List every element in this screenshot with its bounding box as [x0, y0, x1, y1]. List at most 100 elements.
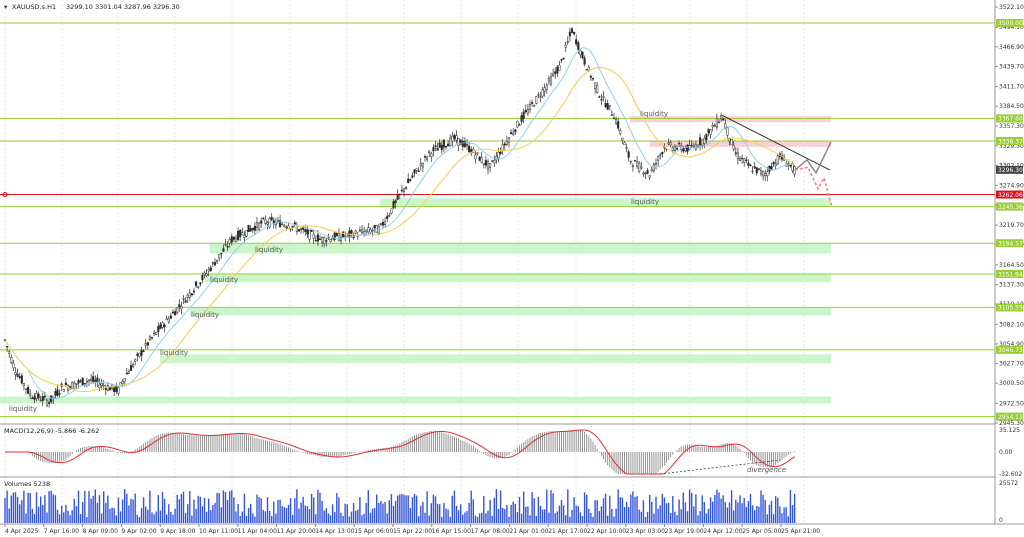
liquidity-label-5: liquidity: [9, 405, 37, 413]
candle-body: [331, 238, 334, 241]
candle-body: [715, 118, 718, 128]
volume-bar: [355, 510, 357, 523]
price-tick-label: 3384.50: [999, 103, 1024, 110]
candle-body: [33, 396, 36, 400]
volume-bar: [481, 512, 483, 523]
divergence-line: [659, 459, 781, 475]
candle-body: [459, 139, 462, 145]
volume-bar: [193, 499, 195, 523]
candle-body: [304, 229, 307, 232]
volume-bar: [630, 494, 632, 523]
candle-body: [174, 311, 177, 316]
candle-body: [167, 318, 170, 323]
candle-body: [369, 229, 372, 234]
candle-body: [205, 273, 208, 276]
volume-bar: [667, 502, 670, 523]
volume-bar: [75, 506, 78, 523]
volume-bar: [310, 493, 313, 523]
time-label: 11 Apr 20:00: [277, 528, 316, 535]
volume-bar: [399, 494, 401, 523]
volume-bar: [764, 499, 766, 523]
volume-bar: [334, 511, 336, 523]
time-label: 15 Apr 06:00: [354, 528, 393, 535]
candle-body: [409, 179, 412, 181]
volume-bar: [512, 501, 514, 523]
volume-bar: [266, 497, 269, 523]
volume-bar: [352, 503, 355, 523]
volume-bar: [14, 492, 17, 523]
level-badge: [996, 345, 1023, 354]
volume-bar: [716, 489, 718, 523]
volume-bar: [793, 493, 796, 523]
level-badge-text: 3262.06: [998, 192, 1023, 199]
candle-body: [407, 178, 410, 184]
candle-body: [203, 272, 206, 275]
volume-bar: [558, 505, 561, 523]
candle-body: [730, 139, 733, 145]
candle-body: [541, 89, 544, 97]
volume-bar: [340, 512, 342, 523]
volume-bar: [575, 505, 577, 523]
volume-bar: [138, 516, 141, 523]
volume-bar: [218, 493, 220, 523]
candle-body: [562, 57, 565, 60]
volume-bar: [577, 506, 579, 523]
candle-body: [390, 208, 393, 214]
candle-body: [75, 383, 78, 385]
candle-body: [81, 377, 84, 386]
candle-body: [657, 156, 660, 161]
candle-body: [440, 144, 443, 151]
candle-body: [631, 165, 634, 168]
candle-body: [48, 402, 51, 404]
volume-bar: [48, 491, 50, 523]
volume-bar: [430, 503, 432, 523]
volume-bar: [292, 514, 294, 523]
volume-bar: [23, 490, 25, 523]
volume-bar: [636, 496, 638, 523]
volume-bar: [331, 504, 334, 523]
volume-bar: [346, 504, 348, 523]
volume-bar: [239, 515, 241, 523]
candle-body: [774, 163, 777, 167]
volume-bar: [166, 514, 168, 523]
volume-bar: [676, 515, 678, 523]
candle-body: [610, 114, 613, 116]
price-tick-label: 3137.30: [999, 282, 1024, 289]
volume-bar: [153, 514, 155, 523]
candle-body: [465, 144, 469, 146]
candle-body: [234, 237, 238, 242]
volume-bar: [709, 497, 712, 523]
candle-body: [549, 76, 553, 85]
volume-bar: [42, 504, 44, 523]
candle-body: [560, 59, 563, 61]
volume-bar: [464, 512, 466, 523]
volume-bar: [134, 493, 136, 523]
candle-body: [37, 393, 40, 399]
volume-bar: [474, 515, 477, 523]
candle-body: [686, 144, 689, 152]
price-tick-label: 3219.70: [999, 222, 1024, 229]
candle-body: [45, 399, 49, 406]
candle-body: [73, 382, 76, 389]
candle-body: [146, 342, 149, 346]
divergence-label: divergence: [747, 466, 786, 474]
volume-bar: [653, 513, 655, 523]
candle-body: [602, 96, 605, 98]
candle-body: [178, 304, 181, 308]
candle-body: [266, 222, 269, 225]
candle-body: [749, 164, 752, 167]
volume-bar: [485, 513, 487, 523]
volume-bar: [361, 515, 363, 523]
candle-body: [394, 200, 397, 204]
volume-bar: [569, 516, 571, 523]
volume-bar: [672, 495, 674, 523]
candle-body: [552, 73, 555, 76]
volume-bar: [718, 492, 720, 523]
ma-fast-line: [4, 47, 795, 400]
volume-bar: [163, 498, 166, 523]
level-badge: [996, 412, 1023, 421]
volume-bar: [84, 490, 86, 523]
candle-body: [186, 294, 189, 298]
volume-bar: [56, 509, 59, 523]
